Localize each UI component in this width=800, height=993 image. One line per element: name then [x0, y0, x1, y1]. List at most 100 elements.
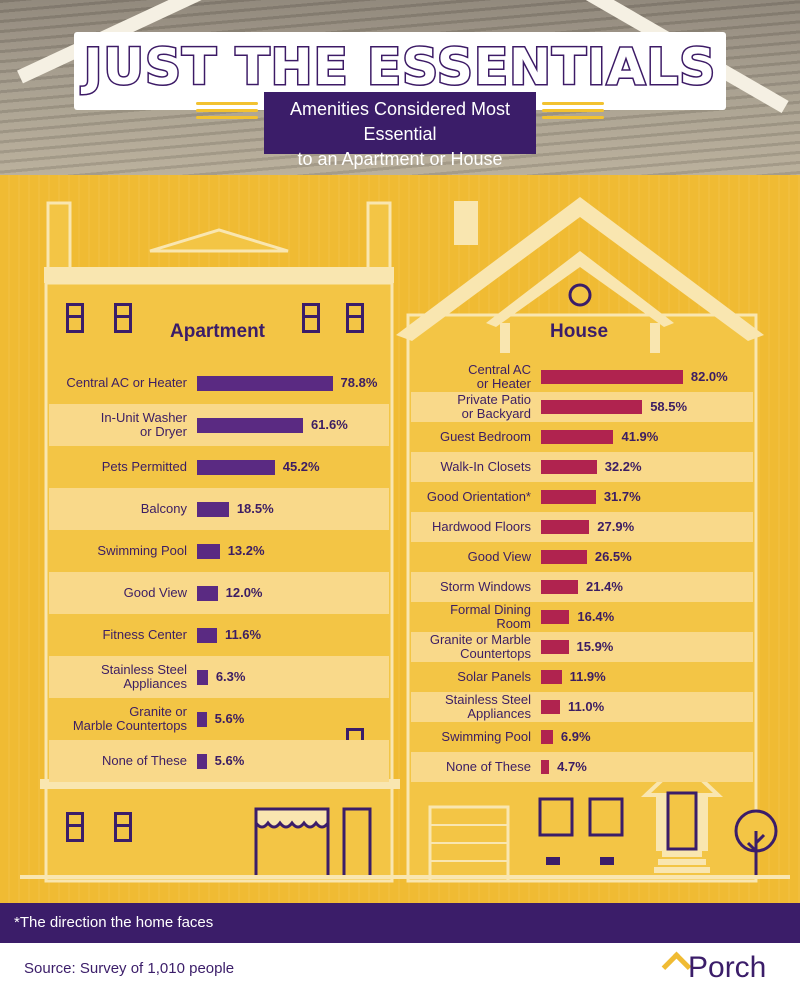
category-label: None of These	[52, 754, 187, 768]
bar	[541, 730, 553, 744]
bar	[541, 580, 579, 594]
window-icon	[346, 303, 364, 333]
window-icon	[114, 303, 132, 333]
bar	[197, 459, 275, 475]
chart-row	[411, 632, 753, 662]
category-label: Stainless Steel Appliances	[52, 663, 187, 691]
category-label: In-Unit Washer or Dryer	[52, 411, 187, 439]
subtitle-box: Amenities Considered Most Essential to a…	[264, 92, 536, 169]
category-label-line: Good Orientation*	[426, 489, 531, 504]
category-label: Central AC or Heater	[404, 363, 531, 391]
value-label: 26.5%	[594, 549, 632, 564]
category-label-line: Appliances	[467, 706, 531, 721]
value-label: 61.6%	[310, 417, 348, 432]
category-label-line: Appliances	[123, 676, 187, 691]
category-label: Balcony	[52, 502, 187, 516]
value-label: 6.3%	[215, 669, 246, 684]
category-label-line: Good View	[467, 549, 531, 564]
category-label-line: None of These	[101, 753, 187, 768]
category-label: None of These	[404, 760, 531, 774]
category-label-line: None of These	[445, 759, 531, 774]
porch-logo[interactable]: Porch	[664, 950, 766, 986]
category-label-line: or Dryer	[140, 424, 187, 439]
category-label: Private Patio or Backyard	[404, 393, 531, 421]
category-label: Swimming Pool	[404, 730, 531, 744]
chart-row	[411, 752, 753, 782]
value-label: 21.4%	[586, 579, 623, 594]
category-label-line: Pets Permitted	[101, 459, 187, 474]
bar	[197, 375, 333, 391]
category-label-line: Granite or Marble	[429, 632, 531, 647]
window-icon	[114, 812, 132, 842]
category-label-line: Room	[496, 616, 531, 631]
page-title: JUST THE ESSENTIALS	[82, 37, 717, 98]
bar	[541, 760, 550, 774]
bar	[197, 627, 217, 643]
window-icon	[66, 303, 84, 333]
value-label: 16.4%	[577, 609, 615, 624]
category-label-line: Hardwood Floors	[432, 519, 531, 534]
title-stripes-right	[542, 100, 604, 122]
category-label-line: Walk-In Closets	[440, 459, 531, 474]
value-label: 45.2%	[282, 459, 320, 474]
apartment-title: Apartment	[170, 321, 266, 342]
bar	[197, 543, 220, 559]
bar	[541, 640, 569, 654]
category-label: Fitness Center	[52, 628, 187, 642]
bar	[541, 430, 614, 444]
value-label: 11.6%	[224, 627, 262, 642]
category-label-line: Storm Windows	[439, 579, 531, 594]
bar	[541, 700, 561, 714]
category-label-line: Balcony	[140, 501, 187, 516]
window-icon	[302, 303, 320, 333]
category-label: Pets Permitted	[52, 460, 187, 474]
category-label: Good Orientation*	[404, 490, 531, 504]
category-label: Granite or Marble Countertops	[404, 633, 531, 661]
bar	[197, 711, 207, 727]
value-label: 27.9%	[597, 519, 635, 534]
bar	[541, 490, 596, 504]
value-label: 5.6%	[214, 753, 245, 768]
title-stripes-left	[196, 100, 258, 122]
value-label: 82.0%	[690, 369, 728, 384]
value-label: 31.7%	[603, 489, 641, 504]
bar	[197, 417, 303, 433]
category-label-line: Formal Dining	[450, 602, 531, 617]
value-label: 78.8%	[340, 375, 378, 390]
bar	[541, 550, 587, 564]
value-label: 11.0%	[568, 699, 605, 714]
category-label-line: or Backyard	[461, 406, 531, 421]
bar	[197, 753, 207, 769]
source-note: Source: Survey of 1,010 people	[24, 960, 235, 977]
category-label-line: Swimming Pool	[97, 543, 187, 558]
category-label-line: Granite or	[129, 704, 187, 719]
category-label-line: Fitness Center	[102, 627, 187, 642]
house-title: House	[550, 321, 609, 342]
category-label-line: Central AC	[468, 362, 531, 377]
category-label: Storm Windows	[404, 580, 531, 594]
category-label-line: Private Patio	[457, 392, 531, 407]
category-label: Solar Panels	[404, 670, 531, 684]
chart-row	[49, 740, 389, 782]
subtitle-line-1: Amenities Considered Most Essential	[289, 99, 511, 144]
category-label-line: Stainless Steel	[445, 692, 531, 707]
value-label: 32.2%	[604, 459, 642, 474]
category-label-line: Guest Bedroom	[439, 429, 531, 444]
value-label: 18.5%	[236, 501, 274, 516]
value-label: 41.9%	[621, 429, 659, 444]
category-label: Good View	[52, 586, 187, 600]
category-label: Walk-In Closets	[404, 460, 531, 474]
category-label-line: Marble Countertops	[72, 718, 187, 733]
bar	[541, 370, 683, 384]
category-label-line: or Heater	[476, 376, 531, 391]
category-label: Stainless Steel Appliances	[404, 693, 531, 721]
value-label: 58.5%	[650, 399, 688, 414]
category-label: Swimming Pool	[52, 544, 187, 558]
bar	[541, 610, 570, 624]
value-label: 12.0%	[225, 585, 263, 600]
chart-row	[411, 692, 753, 722]
category-label-line: Solar Panels	[457, 669, 531, 684]
bar	[541, 520, 590, 534]
chart-row	[49, 572, 389, 614]
category-label: Central AC or Heater	[52, 376, 187, 390]
